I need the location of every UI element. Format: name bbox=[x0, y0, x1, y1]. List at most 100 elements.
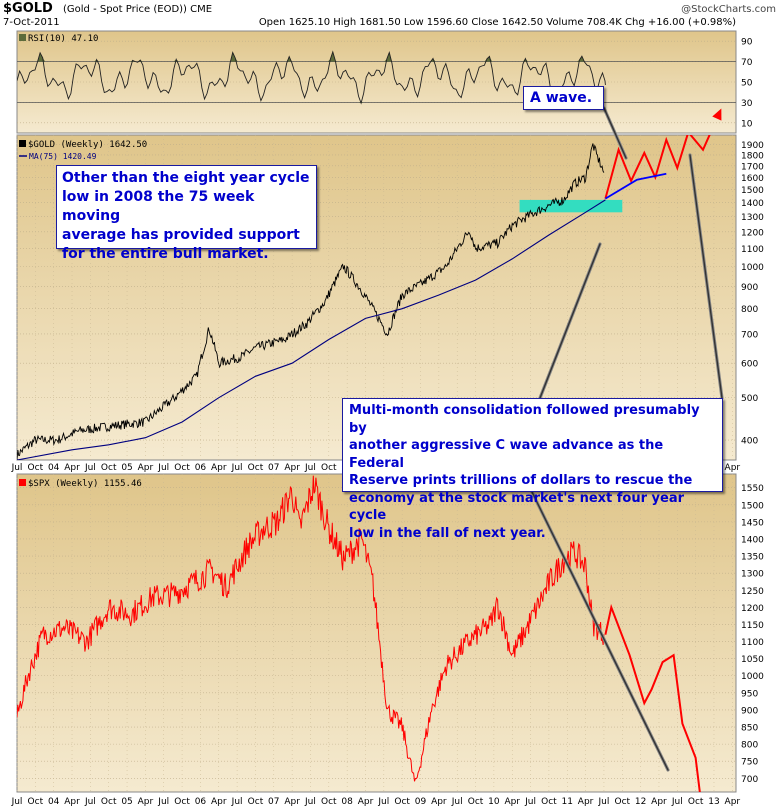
spx-x-tick-label: 07 bbox=[268, 797, 279, 807]
support-line: low in 2008 the 75 week moving bbox=[62, 188, 311, 226]
gold-x-tick-label: 05 bbox=[121, 463, 132, 473]
header-date: 7-Oct-2011 bbox=[3, 17, 60, 28]
spx-x-tick-label: 13 bbox=[708, 797, 719, 807]
spx-x-tick-label: Jul bbox=[598, 797, 610, 807]
spx-y-tick-label: 950 bbox=[741, 689, 758, 699]
spx-x-tick-label: Apr bbox=[578, 797, 594, 807]
spx-x-tick-label: Jul bbox=[524, 797, 536, 807]
spx-x-tick-label: Oct bbox=[174, 797, 190, 807]
gold-y-tick-label: 1800 bbox=[741, 151, 764, 161]
gold-x-tick-label: 07 bbox=[268, 463, 279, 473]
gold-x-tick-label: 04 bbox=[48, 463, 60, 473]
rsi-y-tick-label: 10 bbox=[741, 119, 753, 129]
spx-y-tick-label: 1200 bbox=[741, 604, 764, 614]
header-symbol: $GOLD bbox=[3, 1, 53, 16]
spx-x-tick-label: Jul bbox=[304, 797, 316, 807]
gold-x-tick-label: Jul bbox=[157, 463, 169, 473]
gold-y-tick-label: 500 bbox=[741, 394, 758, 404]
spx-x-tick-label: Jul bbox=[671, 797, 683, 807]
support-zone bbox=[520, 200, 623, 212]
spx-y-tick-label: 1300 bbox=[741, 570, 764, 580]
spx-x-tick-label: Apr bbox=[431, 797, 447, 807]
gold-y-tick-label: 900 bbox=[741, 283, 758, 293]
gold-x-tick-label: Apr bbox=[211, 463, 227, 473]
spx-x-tick-label: Jul bbox=[231, 797, 243, 807]
spx-y-tick-label: 750 bbox=[741, 758, 758, 768]
gold-y-tick-label: 1900 bbox=[741, 141, 764, 151]
rsi-panel bbox=[17, 31, 736, 133]
gold-y-tick-label: 1600 bbox=[741, 174, 764, 184]
spx-x-tick-label: Oct bbox=[321, 797, 337, 807]
gold-y-tick-label: 1000 bbox=[741, 263, 764, 273]
spx-x-tick-label: 05 bbox=[121, 797, 132, 807]
spx-x-tick-label: Jul bbox=[84, 797, 96, 807]
rsi-legend-swatch bbox=[19, 34, 26, 41]
spx-x-tick-label: Jul bbox=[157, 797, 169, 807]
spx-x-tick-label: Oct bbox=[688, 797, 704, 807]
gold-x-tick-label: Oct bbox=[248, 463, 264, 473]
spx-y-tick-label: 900 bbox=[741, 706, 758, 716]
spx-y-tick-label: 1400 bbox=[741, 535, 764, 545]
spx-y-tick-label: 800 bbox=[741, 741, 758, 751]
spx-x-tick-label: 10 bbox=[488, 797, 500, 807]
rsi-y-tick-label: 70 bbox=[741, 58, 753, 68]
spx-x-tick-label: Apr bbox=[725, 797, 741, 807]
gold-x-tick-label: Oct bbox=[28, 463, 44, 473]
spx-x-tick-label: Apr bbox=[651, 797, 667, 807]
support-line: average has provided support bbox=[62, 226, 311, 245]
spx-x-tick-label: 06 bbox=[195, 797, 207, 807]
header-description: (Gold - Spot Price (EOD)) CME bbox=[63, 4, 212, 15]
spx-x-tick-label: Jul bbox=[451, 797, 463, 807]
spx-x-tick-label: Oct bbox=[248, 797, 264, 807]
gold-y-tick-label: 800 bbox=[741, 305, 758, 315]
spx-x-tick-label: Apr bbox=[504, 797, 520, 807]
consolidation-callout: Multi-month consolidation followed presu… bbox=[342, 398, 723, 492]
gold-y-tick-label: 1200 bbox=[741, 228, 764, 238]
spx-y-tick-label: 1050 bbox=[741, 655, 764, 665]
a-wave-text: A wave. bbox=[530, 90, 592, 106]
gold-x-tick-label: Jul bbox=[231, 463, 243, 473]
header-brand: @StockCharts.com bbox=[681, 4, 776, 15]
gold-x-tick-label: Jul bbox=[11, 463, 23, 473]
gold-y-tick-label: 1300 bbox=[741, 213, 764, 223]
gold-x-tick-label: Oct bbox=[174, 463, 190, 473]
gold-x-tick-label: 06 bbox=[195, 463, 207, 473]
gold-x-tick-label: Apr bbox=[64, 463, 80, 473]
gold-y-tick-label: 700 bbox=[741, 330, 758, 340]
spx-y-tick-label: 1150 bbox=[741, 621, 764, 631]
support-callout: Other than the eight year cycle low in 2… bbox=[56, 165, 317, 249]
gold-x-tick-label: Apr bbox=[725, 463, 741, 473]
spx-x-tick-label: Oct bbox=[541, 797, 557, 807]
spx-x-tick-label: 12 bbox=[635, 797, 646, 807]
spx-x-tick-label: Oct bbox=[468, 797, 484, 807]
gold-x-tick-label: Jul bbox=[304, 463, 316, 473]
consolidation-line: Reserve prints trillions of dollars to r… bbox=[349, 472, 716, 490]
consolidation-line: low in the fall of next year. bbox=[349, 525, 716, 543]
gold-y-tick-label: 1500 bbox=[741, 186, 764, 196]
spx-x-tick-label: Oct bbox=[101, 797, 117, 807]
spx-x-tick-label: Apr bbox=[211, 797, 227, 807]
spx-x-tick-label: 04 bbox=[48, 797, 60, 807]
support-line: Other than the eight year cycle bbox=[62, 169, 311, 188]
spx-x-tick-label: Apr bbox=[284, 797, 300, 807]
spx-y-tick-label: 1450 bbox=[741, 518, 764, 528]
spx-x-tick-label: Jul bbox=[377, 797, 389, 807]
gold-x-tick-label: Oct bbox=[101, 463, 117, 473]
consolidation-line: another aggressive C wave advance as the… bbox=[349, 437, 716, 472]
a-wave-callout: A wave. bbox=[523, 86, 604, 110]
rsi-y-tick-label: 30 bbox=[741, 99, 753, 109]
gold-y-tick-label: 600 bbox=[741, 360, 758, 370]
header-ohlc: Open 1625.10 High 1681.50 Low 1596.60 Cl… bbox=[259, 17, 736, 28]
spx-x-tick-label: Apr bbox=[358, 797, 374, 807]
spx-x-tick-label: 08 bbox=[341, 797, 353, 807]
gold-y-tick-label: 1100 bbox=[741, 245, 764, 255]
spx-x-tick-label: Apr bbox=[64, 797, 80, 807]
spx-legend: $SPX (Weekly) 1155.46 bbox=[28, 479, 142, 489]
spx-x-tick-label: 09 bbox=[415, 797, 427, 807]
gold-y-tick-label: 400 bbox=[741, 437, 758, 447]
spx-x-tick-label: Oct bbox=[614, 797, 630, 807]
spx-x-tick-label: Oct bbox=[28, 797, 44, 807]
spx-y-tick-label: 850 bbox=[741, 724, 758, 734]
spx-y-tick-label: 1500 bbox=[741, 501, 764, 511]
rsi-y-tick-label: 90 bbox=[741, 38, 753, 48]
